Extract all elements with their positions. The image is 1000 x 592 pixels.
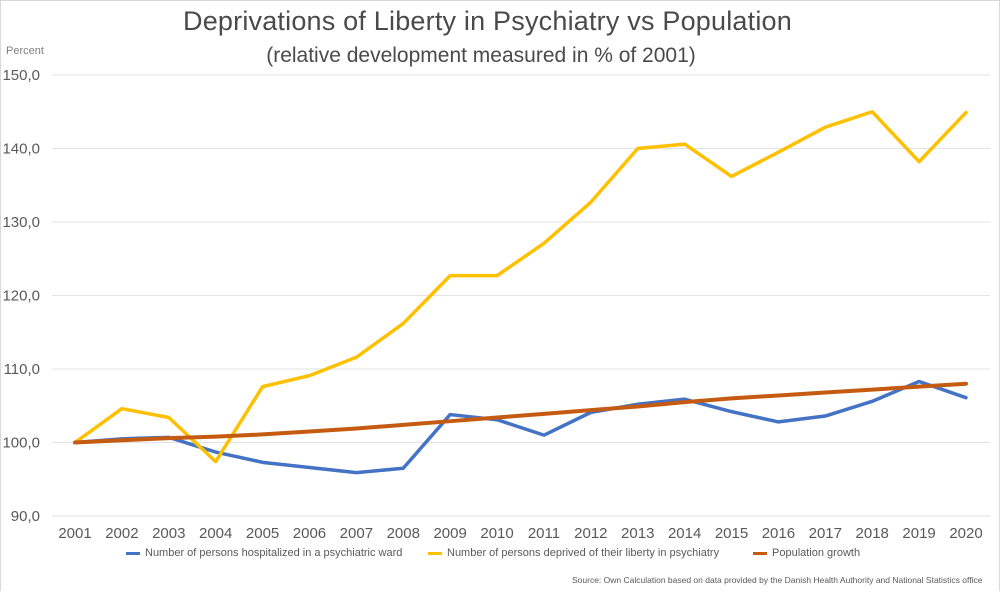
x-tick-label: 2008 (387, 525, 420, 542)
x-tick-label: 2006 (293, 525, 326, 542)
legend-item-deprived[interactable]: Number of persons deprived of their libe… (428, 547, 719, 559)
legend: Number of persons hospitalized in a psyc… (0, 547, 1000, 565)
chart-subtitle: (relative development measured in % of 2… (266, 44, 696, 67)
legend-swatch (753, 551, 767, 555)
x-tick-label: 2020 (949, 525, 982, 542)
x-tick-label: 2012 (574, 525, 607, 542)
gridlines (52, 74, 990, 517)
legend-swatch (126, 551, 140, 555)
chart-title: Deprivations of Liberty in Psychiatry vs… (183, 6, 792, 36)
series-population-line (73, 381, 968, 445)
y-tick-label: 110,0 (4, 361, 40, 378)
legend-label: Number of persons hospitalized in a psyc… (145, 547, 403, 559)
y-tick-label: 140,0 (2, 141, 40, 158)
x-tick-label: 2003 (152, 525, 185, 542)
x-tick-label: 2001 (58, 525, 91, 542)
x-tick-label: 2002 (105, 525, 138, 542)
y-tick-label: 90,0 (11, 508, 40, 525)
x-tick-label: 2009 (433, 525, 466, 542)
series-deprived-line (73, 110, 968, 464)
x-tick-label: 2013 (621, 525, 654, 542)
y-tick-label: 100,0 (2, 435, 40, 452)
x-tick-label: 2019 (902, 525, 935, 542)
series-lines (73, 110, 968, 475)
source-note: Source: Own Calculation based on data pr… (572, 575, 983, 585)
x-tick-label: 2011 (528, 525, 560, 542)
x-tick-label: 2007 (340, 525, 373, 542)
y-tick-labels: 90,0 100,0 110,0 120,0 130,0 140,0 150,0 (2, 67, 40, 525)
x-tick-label: 2015 (715, 525, 748, 542)
y-tick-label: 130,0 (2, 214, 40, 231)
x-tick-labels: 2001 2002 2003 2004 2005 2006 2007 2008 2009 2010… (58, 525, 982, 542)
legend-label: Number of persons deprived of their libe… (447, 547, 720, 559)
x-tick-label: 2005 (246, 525, 279, 542)
x-tick-label: 2010 (480, 525, 513, 542)
x-tick-label: 2014 (668, 525, 701, 542)
y-tick-label: 150,0 (2, 67, 40, 84)
legend-swatch (428, 551, 442, 555)
legend-item-hospitalized[interactable]: Number of persons hospitalized in a psyc… (126, 547, 402, 559)
x-tick-label: 2018 (856, 525, 889, 542)
x-tick-label: 2016 (762, 525, 795, 542)
legend-item-population[interactable]: Population growth (753, 547, 860, 559)
legend-label: Population growth (772, 547, 861, 559)
x-tick-label: 2017 (809, 525, 842, 542)
series-hospitalized-line (73, 379, 968, 475)
y-tick-label: 120,0 (2, 288, 40, 305)
y-axis-label: Percent (6, 45, 44, 57)
x-tick-label: 2004 (199, 525, 232, 542)
